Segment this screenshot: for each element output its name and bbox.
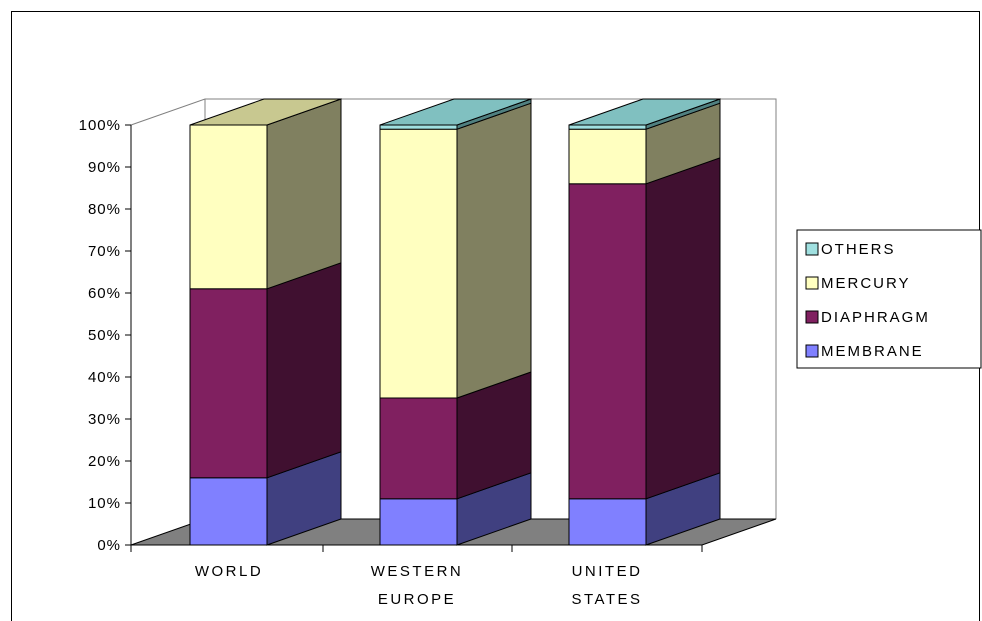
legend-label: DIAPHRAGM xyxy=(821,309,930,326)
legend-label: MERCURY xyxy=(821,275,911,292)
bar-top-face xyxy=(379,98,532,126)
y-tick-label: 80% xyxy=(88,201,121,218)
x-category-label: STATES xyxy=(571,591,642,608)
bar-segment xyxy=(379,124,458,130)
bar-stack xyxy=(568,98,721,546)
bar-segment xyxy=(568,128,647,185)
legend-label: MEMBRANE xyxy=(821,343,924,360)
bar-top-face xyxy=(568,98,721,126)
y-tick-label: 30% xyxy=(88,411,121,428)
bar-segment xyxy=(379,397,458,500)
bar-segment-side xyxy=(645,157,721,500)
legend-label: OTHERS xyxy=(821,241,896,258)
bar-segment-side xyxy=(456,102,532,399)
bar-segment xyxy=(568,498,647,546)
bar-segment xyxy=(379,498,458,546)
bar-stack xyxy=(189,98,342,546)
legend-swatch xyxy=(805,276,819,290)
bar-segment-side xyxy=(266,262,342,479)
y-tick-label: 100% xyxy=(79,117,121,134)
y-tick-label: 10% xyxy=(88,495,121,512)
bar-top-face xyxy=(189,98,342,126)
y-tick-label: 0% xyxy=(97,537,121,554)
legend-swatch xyxy=(805,344,819,358)
bar-segment-side xyxy=(266,98,342,290)
x-category-label: UNITED xyxy=(572,563,643,580)
legend-box xyxy=(796,229,982,369)
x-category-label: EUROPE xyxy=(378,591,456,608)
x-category-label: WORLD xyxy=(195,563,263,580)
y-tick-label: 70% xyxy=(88,243,121,260)
legend-swatch xyxy=(805,310,819,324)
bar-segment xyxy=(568,124,647,130)
legend: OTHERS MERCURY DIAPHRAGM MEMBRANE xyxy=(796,229,982,369)
y-tick-label: 50% xyxy=(88,327,121,344)
x-category-label: WESTERN xyxy=(371,563,464,580)
y-tick-label: 90% xyxy=(88,159,121,176)
bar-segment xyxy=(379,128,458,399)
y-tick-label: 40% xyxy=(88,369,121,386)
bar-segment xyxy=(189,288,268,479)
legend-swatch xyxy=(805,242,819,256)
y-tick-label: 20% xyxy=(88,453,121,470)
y-tick-label: 60% xyxy=(88,285,121,302)
bar-stack xyxy=(379,98,532,546)
bar-segment xyxy=(568,183,647,500)
bar-segment xyxy=(189,477,268,546)
bar-segment xyxy=(189,124,268,290)
